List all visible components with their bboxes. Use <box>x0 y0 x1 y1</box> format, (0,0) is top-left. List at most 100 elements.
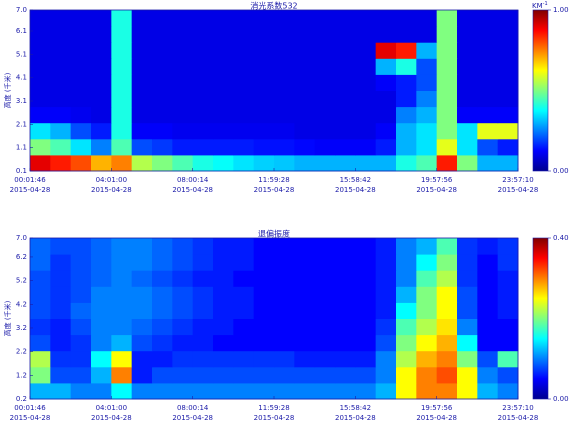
heatmap-cell <box>375 238 397 255</box>
heatmap-cell <box>497 58 519 75</box>
heatmap-cell <box>355 318 377 336</box>
heatmap-cell <box>233 238 255 255</box>
heatmap-cell <box>253 334 275 352</box>
heatmap-cell <box>131 302 153 319</box>
heatmap-cell <box>172 382 194 400</box>
heatmap-cell <box>30 350 51 368</box>
heatmap-cell <box>436 254 458 271</box>
heatmap-cell <box>314 122 336 140</box>
heatmap-cell <box>497 42 519 59</box>
heatmap-cell <box>233 382 255 400</box>
heatmap-cell <box>436 90 458 108</box>
heatmap-cell <box>497 238 519 255</box>
heatmap-cell <box>91 286 112 303</box>
heatmap-cell <box>152 238 173 255</box>
heatmap-cell <box>213 26 234 43</box>
heatmap-cell <box>152 350 173 368</box>
heatmap-cell <box>213 42 234 59</box>
heatmap-cell <box>192 302 214 319</box>
heatmap-cell <box>477 366 499 384</box>
heatmap-cell <box>314 302 336 319</box>
heatmap-cell <box>477 350 499 368</box>
y-tick-label: 4.2 <box>16 300 27 308</box>
heatmap-cell <box>50 74 72 91</box>
heatmap-cell <box>416 26 438 43</box>
heatmap-cell <box>233 350 255 368</box>
heatmap-cell <box>294 154 316 172</box>
heatmap-cell <box>30 238 51 255</box>
heatmap-cell <box>416 334 438 352</box>
heatmap-cell <box>192 74 214 91</box>
heatmap-cell <box>70 254 92 271</box>
heatmap-cell <box>274 238 295 255</box>
heatmap-cell <box>50 318 72 336</box>
y-tick-label: 7.0 <box>16 6 27 14</box>
heatmap-cell <box>274 334 295 352</box>
heatmap-cell <box>497 350 519 368</box>
heatmap-cell <box>172 122 194 140</box>
heatmap-cell <box>335 138 356 156</box>
heatmap-cell <box>274 122 295 140</box>
heatmap-cell <box>274 318 295 336</box>
heatmap-cell <box>477 254 499 271</box>
heatmap-cell <box>477 382 499 400</box>
heatmap-cell <box>213 154 234 172</box>
x-tick-date: 2015-04-28 <box>335 186 376 194</box>
heatmap-cell <box>396 254 417 271</box>
heatmap-cell <box>335 26 356 43</box>
heatmap-cell <box>70 106 92 124</box>
heatmap-cell <box>213 74 234 91</box>
heatmap-cell <box>314 382 336 400</box>
heatmap-cell <box>213 382 234 400</box>
heatmap-cell <box>396 270 417 287</box>
heatmap-cell <box>253 318 275 336</box>
heatmap-cell <box>152 302 173 319</box>
heatmap-cell <box>233 122 255 140</box>
heatmap-cell <box>131 286 153 303</box>
heatmap-cell <box>294 350 316 368</box>
heatmap-cell <box>294 254 316 271</box>
heatmap-cell <box>477 302 499 319</box>
heatmap-cell <box>335 122 356 140</box>
heatmap-cell <box>416 58 438 75</box>
x-tick-date: 2015-04-28 <box>254 414 295 422</box>
heatmap-cell <box>335 334 356 352</box>
heatmap-cell <box>192 254 214 271</box>
x-tick-label: 11:59:28 <box>258 404 289 412</box>
heatmap-cell <box>131 270 153 287</box>
heatmap-cell <box>192 106 214 124</box>
heatmap-cell <box>213 10 234 27</box>
heatmap-cell <box>396 122 417 140</box>
y-axis-label: 高度 (千米) <box>3 300 12 336</box>
heatmap-cell <box>436 58 458 75</box>
heatmap-cell <box>416 10 438 27</box>
heatmap-cell <box>294 10 316 27</box>
heatmap-cell <box>70 366 92 384</box>
heatmap-cell <box>396 334 417 352</box>
heatmap-cell <box>477 10 499 27</box>
heatmap-cell <box>152 254 173 271</box>
heatmap-cell <box>375 74 397 91</box>
heatmap-cell <box>131 58 153 75</box>
heatmap-cell <box>111 106 133 124</box>
heatmap-cell <box>477 26 499 43</box>
colorbar-tick-label: 1.00 <box>553 6 569 14</box>
heatmap-cell <box>335 106 356 124</box>
heatmap-cell <box>416 254 438 271</box>
heatmap-cell <box>436 138 458 156</box>
heatmap-cell <box>477 74 499 91</box>
heatmap-cell <box>335 238 356 255</box>
colorbar-tick-label: 0.40 <box>553 234 569 242</box>
heatmap-cell <box>30 42 51 59</box>
chart-title: 退偏振度 <box>258 229 290 239</box>
heatmap-cell <box>213 366 234 384</box>
heatmap-cell <box>30 286 51 303</box>
heatmap-cell <box>294 42 316 59</box>
heatmap-cell <box>477 318 499 336</box>
heatmap-cell <box>50 90 72 108</box>
heatmap-cell <box>50 42 72 59</box>
heatmap-cell <box>294 106 316 124</box>
y-tick-label: 2.2 <box>16 348 27 356</box>
